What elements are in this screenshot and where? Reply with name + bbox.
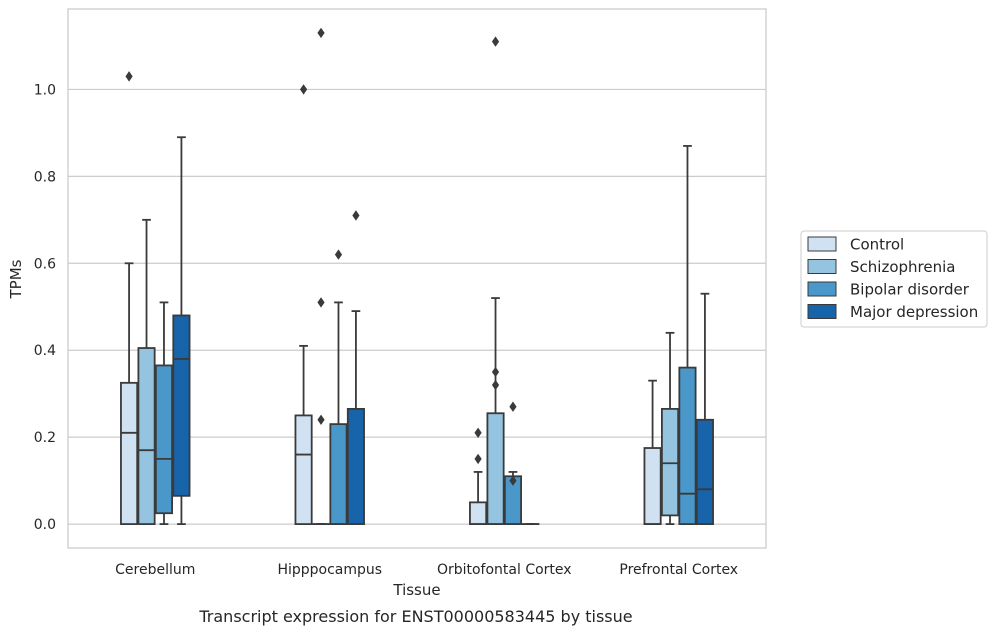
y-tick-labels: 0.0 0.2 0.4 0.6 0.8 1.0 (34, 82, 56, 533)
x-tick-label: Cerebellum (115, 562, 195, 578)
legend-label: Major depression (850, 303, 978, 321)
box-body (329, 423, 348, 525)
box-control (294, 84, 313, 525)
legend-swatch (807, 281, 837, 297)
box-bipolar-disorder (678, 145, 697, 525)
y-tick-label: 0.4 (34, 343, 56, 359)
box-body (486, 412, 505, 525)
box-body (661, 408, 680, 517)
outlier-point (125, 71, 133, 82)
outlier-point (474, 453, 482, 465)
legend-label: Bipolar disorder (850, 281, 970, 299)
box-plot-series (120, 27, 714, 526)
legend-swatch (807, 259, 837, 274)
box-major-depression (172, 136, 191, 525)
y-tick-label: 0.8 (34, 169, 56, 185)
box-body (137, 347, 156, 525)
box-schizophrenia (486, 36, 505, 525)
box-major-depression (346, 210, 365, 525)
outlier-point (491, 366, 500, 378)
box-bipolar-disorder (329, 249, 348, 525)
y-tick-label: 0.6 (34, 256, 56, 272)
box-control (643, 379, 662, 525)
outlier-point (352, 210, 360, 221)
outlier-point (317, 297, 325, 308)
legend-label: Control (850, 236, 904, 254)
box-control (120, 71, 139, 525)
x-tick-label: Prefrontal Cortex (619, 562, 738, 578)
outlier-point (317, 27, 325, 39)
legend-swatch (807, 236, 837, 252)
outlier-point (491, 36, 500, 47)
box-body (695, 418, 714, 525)
box-schizophrenia (661, 331, 680, 525)
plot-frame (67, 8, 767, 549)
box-body (294, 414, 313, 525)
outlier-point (317, 414, 325, 425)
chart-caption: Transcript expression for ENST0000058344… (198, 607, 632, 626)
box-control (469, 427, 488, 525)
y-tick-label: 1.0 (34, 82, 56, 98)
box-bipolar-disorder (503, 401, 523, 525)
legend: Control Schizophrenia Bipolar disorder Majo… (800, 230, 988, 328)
outlier-point (509, 401, 517, 412)
outlier-point (334, 249, 343, 260)
outlier-point (491, 379, 500, 391)
legend-label: Schizophrenia (850, 258, 955, 276)
box-bipolar-disorder (154, 301, 174, 525)
y-tick-label: 0.2 (34, 430, 56, 446)
box-body (154, 364, 174, 515)
box-body (678, 366, 697, 525)
box-body (346, 408, 365, 525)
legend-frame (800, 230, 988, 328)
x-axis-label: Tissue (392, 581, 440, 599)
x-tick-labels: Cerebellum Hipppocampus Orbitofontal Corte… (115, 562, 738, 578)
box-major-depression (695, 292, 714, 525)
outlier-point (509, 475, 517, 486)
x-tick-label: Hipppocampus (277, 562, 382, 578)
box-body (469, 501, 488, 525)
box-body (643, 447, 662, 525)
box-schizophrenia (311, 27, 331, 526)
outlier-point (299, 84, 308, 95)
box-schizophrenia (137, 218, 156, 525)
y-tick-label: 0.0 (34, 517, 56, 533)
box-body (172, 314, 191, 497)
outlier-point (474, 427, 482, 439)
x-tick-label: Orbitofontal Cortex (437, 562, 572, 578)
y-axis-label: TPMs (7, 259, 25, 299)
box-body (120, 381, 139, 525)
legend-swatch (807, 304, 837, 319)
